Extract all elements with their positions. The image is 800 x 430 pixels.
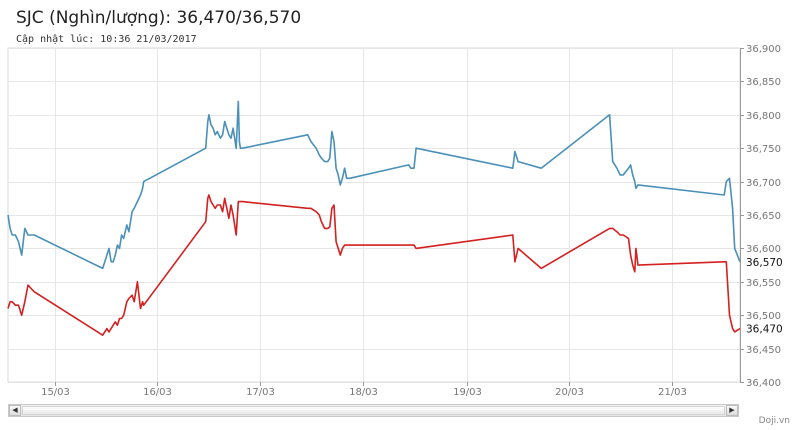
- buy-price-line: [7, 194, 741, 337]
- page-title: SJC (Nghìn/lượng): 36,470/36,570: [16, 8, 302, 28]
- y-tick-label: 36,750: [746, 144, 781, 155]
- y-tick-label: 36,800: [746, 111, 781, 122]
- last-sell-value-label: 36,570: [746, 257, 783, 269]
- price-chart: 36,400 36,450 36,500 36,550 36,600 36,650 36,7…: [7, 44, 796, 398]
- y-tick-label: 36,850: [746, 77, 781, 88]
- x-tick-label: 17/03: [246, 387, 275, 398]
- last-buy-value-label: 36,470: [746, 324, 783, 336]
- y-tick-label: 36,450: [746, 345, 781, 356]
- scroll-left-button[interactable]: ◀: [9, 405, 21, 416]
- y-tick-label: 36,650: [746, 211, 781, 222]
- x-tick-label: 15/03: [41, 387, 70, 398]
- sell-price-line: [7, 100, 741, 270]
- update-timestamp: Cập nhật lúc: 10:36 21/03/2017: [16, 34, 197, 45]
- x-tick-label: 18/03: [349, 387, 378, 398]
- x-tick-label: 16/03: [143, 387, 172, 398]
- x-tick-label: 19/03: [453, 387, 482, 398]
- y-tick-label: 36,400: [746, 378, 781, 389]
- y-tick-label: 36,500: [746, 311, 781, 322]
- source-credit: Doji.vn: [758, 416, 790, 426]
- y-tick-label: 36,700: [746, 178, 781, 189]
- x-tick-label: 20/03: [555, 387, 584, 398]
- last-value-bg: [744, 321, 796, 335]
- y-tick-label: 36,900: [746, 44, 781, 55]
- last-value-bg: [744, 254, 796, 268]
- chart-scrollbar[interactable]: ◀ ▶: [8, 404, 739, 417]
- x-tick-label: 21/03: [658, 387, 687, 398]
- scroll-thumb[interactable]: [22, 406, 725, 415]
- scroll-right-button[interactable]: ▶: [726, 405, 738, 416]
- y-tick-label: 36,550: [746, 278, 781, 289]
- y-tick-label: 36,600: [746, 244, 781, 255]
